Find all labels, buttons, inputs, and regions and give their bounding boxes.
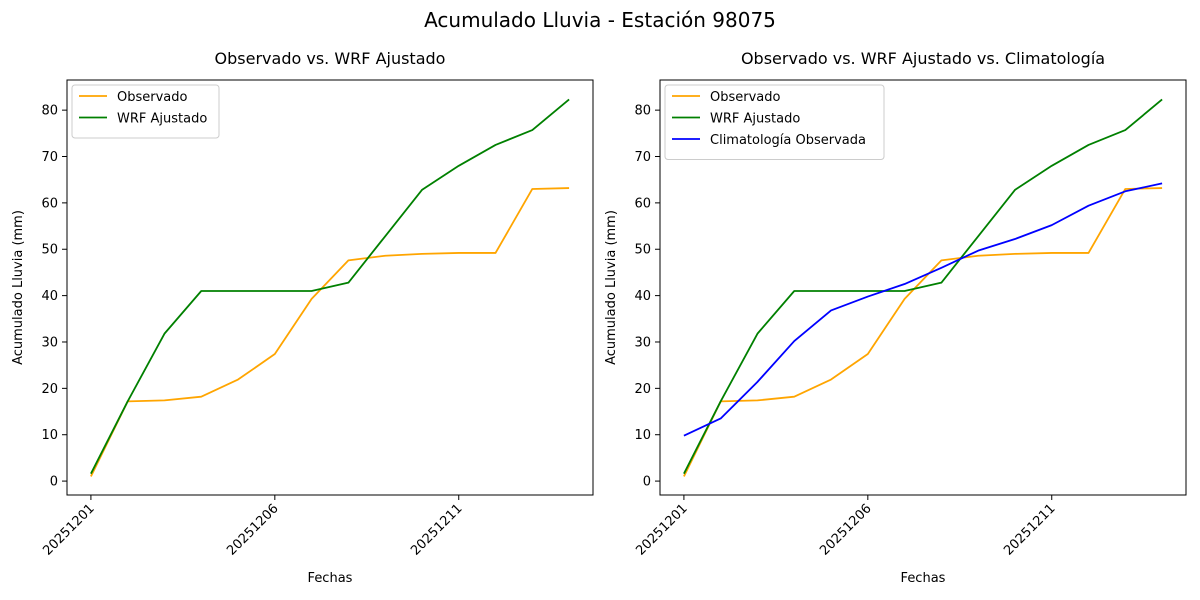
series-line-wrf-ajustado [683,98,1163,475]
x-tick-label: 20251206 [224,501,281,558]
x-tick-label: 20251211 [408,501,465,558]
y-tick-label: 60 [41,196,58,211]
y-tick-label: 20 [41,382,58,397]
plot-frame [66,79,594,496]
series-line-observado [90,187,570,477]
plot-title: Observado vs. WRF Ajustado vs. Climatolo… [741,49,1105,68]
y-axis-label: Acumulado Lluvia (mm) [604,210,619,365]
x-axis-label: Fechas [901,571,946,586]
series-line-climatologia-observada [683,182,1163,437]
x-tick-label: 20251211 [1001,501,1058,558]
legend-label: WRF Ajustado [710,112,800,127]
y-tick-label: 20 [634,382,651,397]
y-tick-label: 40 [634,289,651,304]
legend-label: Observado [117,90,188,105]
y-tick-label: 30 [41,335,58,350]
y-tick-label: 50 [634,243,651,258]
y-tick-label: 10 [41,428,58,443]
legend-label: Climatología Observada [710,133,866,148]
series-line-observado [683,187,1163,477]
figure-title: Acumulado Lluvia - Estación 98075 [424,8,776,32]
y-tick-label: 80 [41,104,58,119]
legend-label: WRF Ajustado [117,112,207,127]
legend-box [664,84,885,160]
y-tick-label: 40 [41,289,58,304]
plot-frame [659,79,1187,496]
y-tick-label: 70 [634,150,651,165]
legend: Observado WRF Ajustado Climatología Observ… [664,84,885,160]
y-tick-label: 80 [634,104,651,119]
y-tick-label: 60 [634,196,651,211]
x-tick-label: 20251201 [40,501,97,558]
y-tick-label: 30 [634,335,651,350]
series-line-wrf-ajustado [90,98,570,475]
chart-panel-1: Observado vs. WRF Ajustado 0 10 20 30 40 50 60 7… [11,49,594,586]
legend-box [71,84,220,139]
x-tick-label: 20251206 [817,501,874,558]
plot-title: Observado vs. WRF Ajustado [215,49,446,68]
y-tick-label: 0 [643,475,651,490]
legend-label: Observado [710,90,781,105]
x-axis-label: Fechas [308,571,353,586]
y-axis-label: Acumulado Lluvia (mm) [11,210,26,365]
legend: Observado WRF Ajustado [71,84,220,139]
y-tick-label: 70 [41,150,58,165]
y-tick-label: 10 [634,428,651,443]
y-tick-label: 50 [41,243,58,258]
x-tick-label: 20251201 [633,501,690,558]
chart-panel-2: Observado vs. WRF Ajustado vs. Climatolo… [604,49,1187,586]
y-tick-label: 0 [50,475,58,490]
